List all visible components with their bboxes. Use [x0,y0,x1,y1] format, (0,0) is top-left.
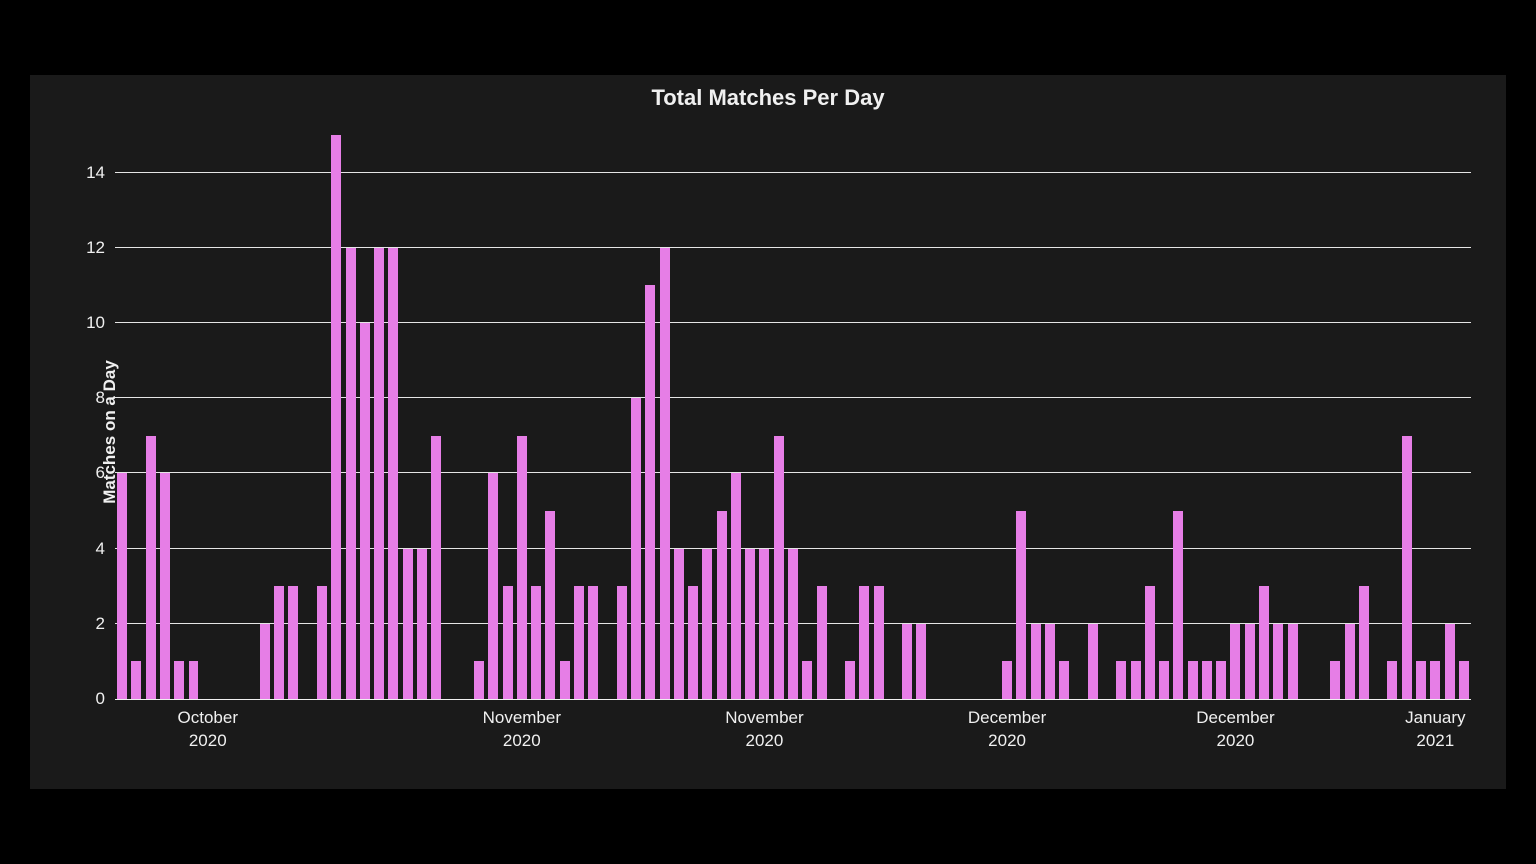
bar [160,473,170,699]
bar [374,248,384,699]
x-tick-label: December2020 [968,699,1046,753]
bar [488,473,498,699]
bar [1459,661,1469,699]
bar [1230,624,1240,699]
bar [531,586,541,699]
bar [1145,586,1155,699]
bar [674,549,684,699]
bar [431,436,441,699]
bar [574,586,584,699]
gridline [115,247,1471,248]
bar [1430,661,1440,699]
bar [1259,586,1269,699]
bar [189,661,199,699]
bar [1131,661,1141,699]
bar [1345,624,1355,699]
y-tick-label: 8 [96,388,115,408]
bar [417,549,427,699]
bar [174,661,184,699]
bar [346,248,356,699]
bar [1016,511,1026,699]
bar [731,473,741,699]
bar [1387,661,1397,699]
bar [745,549,755,699]
bar [1173,511,1183,699]
bar [1216,661,1226,699]
bar [317,586,327,699]
bar [1116,661,1126,699]
bar [774,436,784,699]
x-tick-label: November2020 [483,699,561,753]
y-tick-label: 10 [86,313,115,333]
bar [660,248,670,699]
bar [274,586,284,699]
bar [474,661,484,699]
y-tick-label: 14 [86,163,115,183]
bar [874,586,884,699]
bar [759,549,769,699]
bar [688,586,698,699]
y-tick-label: 12 [86,238,115,258]
bar [817,586,827,699]
chart-panel: Total Matches Per Day Matches on a Day 0… [30,75,1506,789]
bar [902,624,912,699]
bar [1202,661,1212,699]
bar [1273,624,1283,699]
x-tick-label: November2020 [725,699,803,753]
x-tick-label: October2020 [178,699,238,753]
bar [1330,661,1340,699]
bar [1288,624,1298,699]
bar [717,511,727,699]
bar [117,473,127,699]
bar [859,586,869,699]
gridline [115,397,1471,398]
bar [788,549,798,699]
bar [1045,624,1055,699]
bar [617,586,627,699]
chart-outer: Total Matches Per Day Matches on a Day 0… [0,0,1536,864]
bar [1245,624,1255,699]
y-tick-label: 0 [96,689,115,709]
bar [288,586,298,699]
y-tick-label: 4 [96,539,115,559]
bar [1031,624,1041,699]
bar [131,661,141,699]
bar [1159,661,1169,699]
bar [1359,586,1369,699]
bar [845,661,855,699]
bar [388,248,398,699]
gridline [115,472,1471,473]
bar [1416,661,1426,699]
bar [260,624,270,699]
bar [1445,624,1455,699]
y-tick-label: 6 [96,463,115,483]
bar [702,549,712,699]
bar [503,586,513,699]
bar [560,661,570,699]
bar [631,398,641,699]
bar [360,323,370,699]
bar [403,549,413,699]
bar [1088,624,1098,699]
gridline [115,172,1471,173]
bar [588,586,598,699]
y-tick-label: 2 [96,614,115,634]
bar [1188,661,1198,699]
bar [331,135,341,699]
bar [916,624,926,699]
bar [1059,661,1069,699]
gridline [115,322,1471,323]
bar [1402,436,1412,699]
bar [802,661,812,699]
bar [1002,661,1012,699]
bar [517,436,527,699]
chart-title: Total Matches Per Day [30,85,1506,111]
bar [146,436,156,699]
x-tick-label: December2020 [1196,699,1274,753]
bar [545,511,555,699]
x-tick-label: January2021 [1405,699,1465,753]
bar [645,285,655,699]
plot-area: 02468101214October2020November2020Novemb… [115,135,1471,699]
